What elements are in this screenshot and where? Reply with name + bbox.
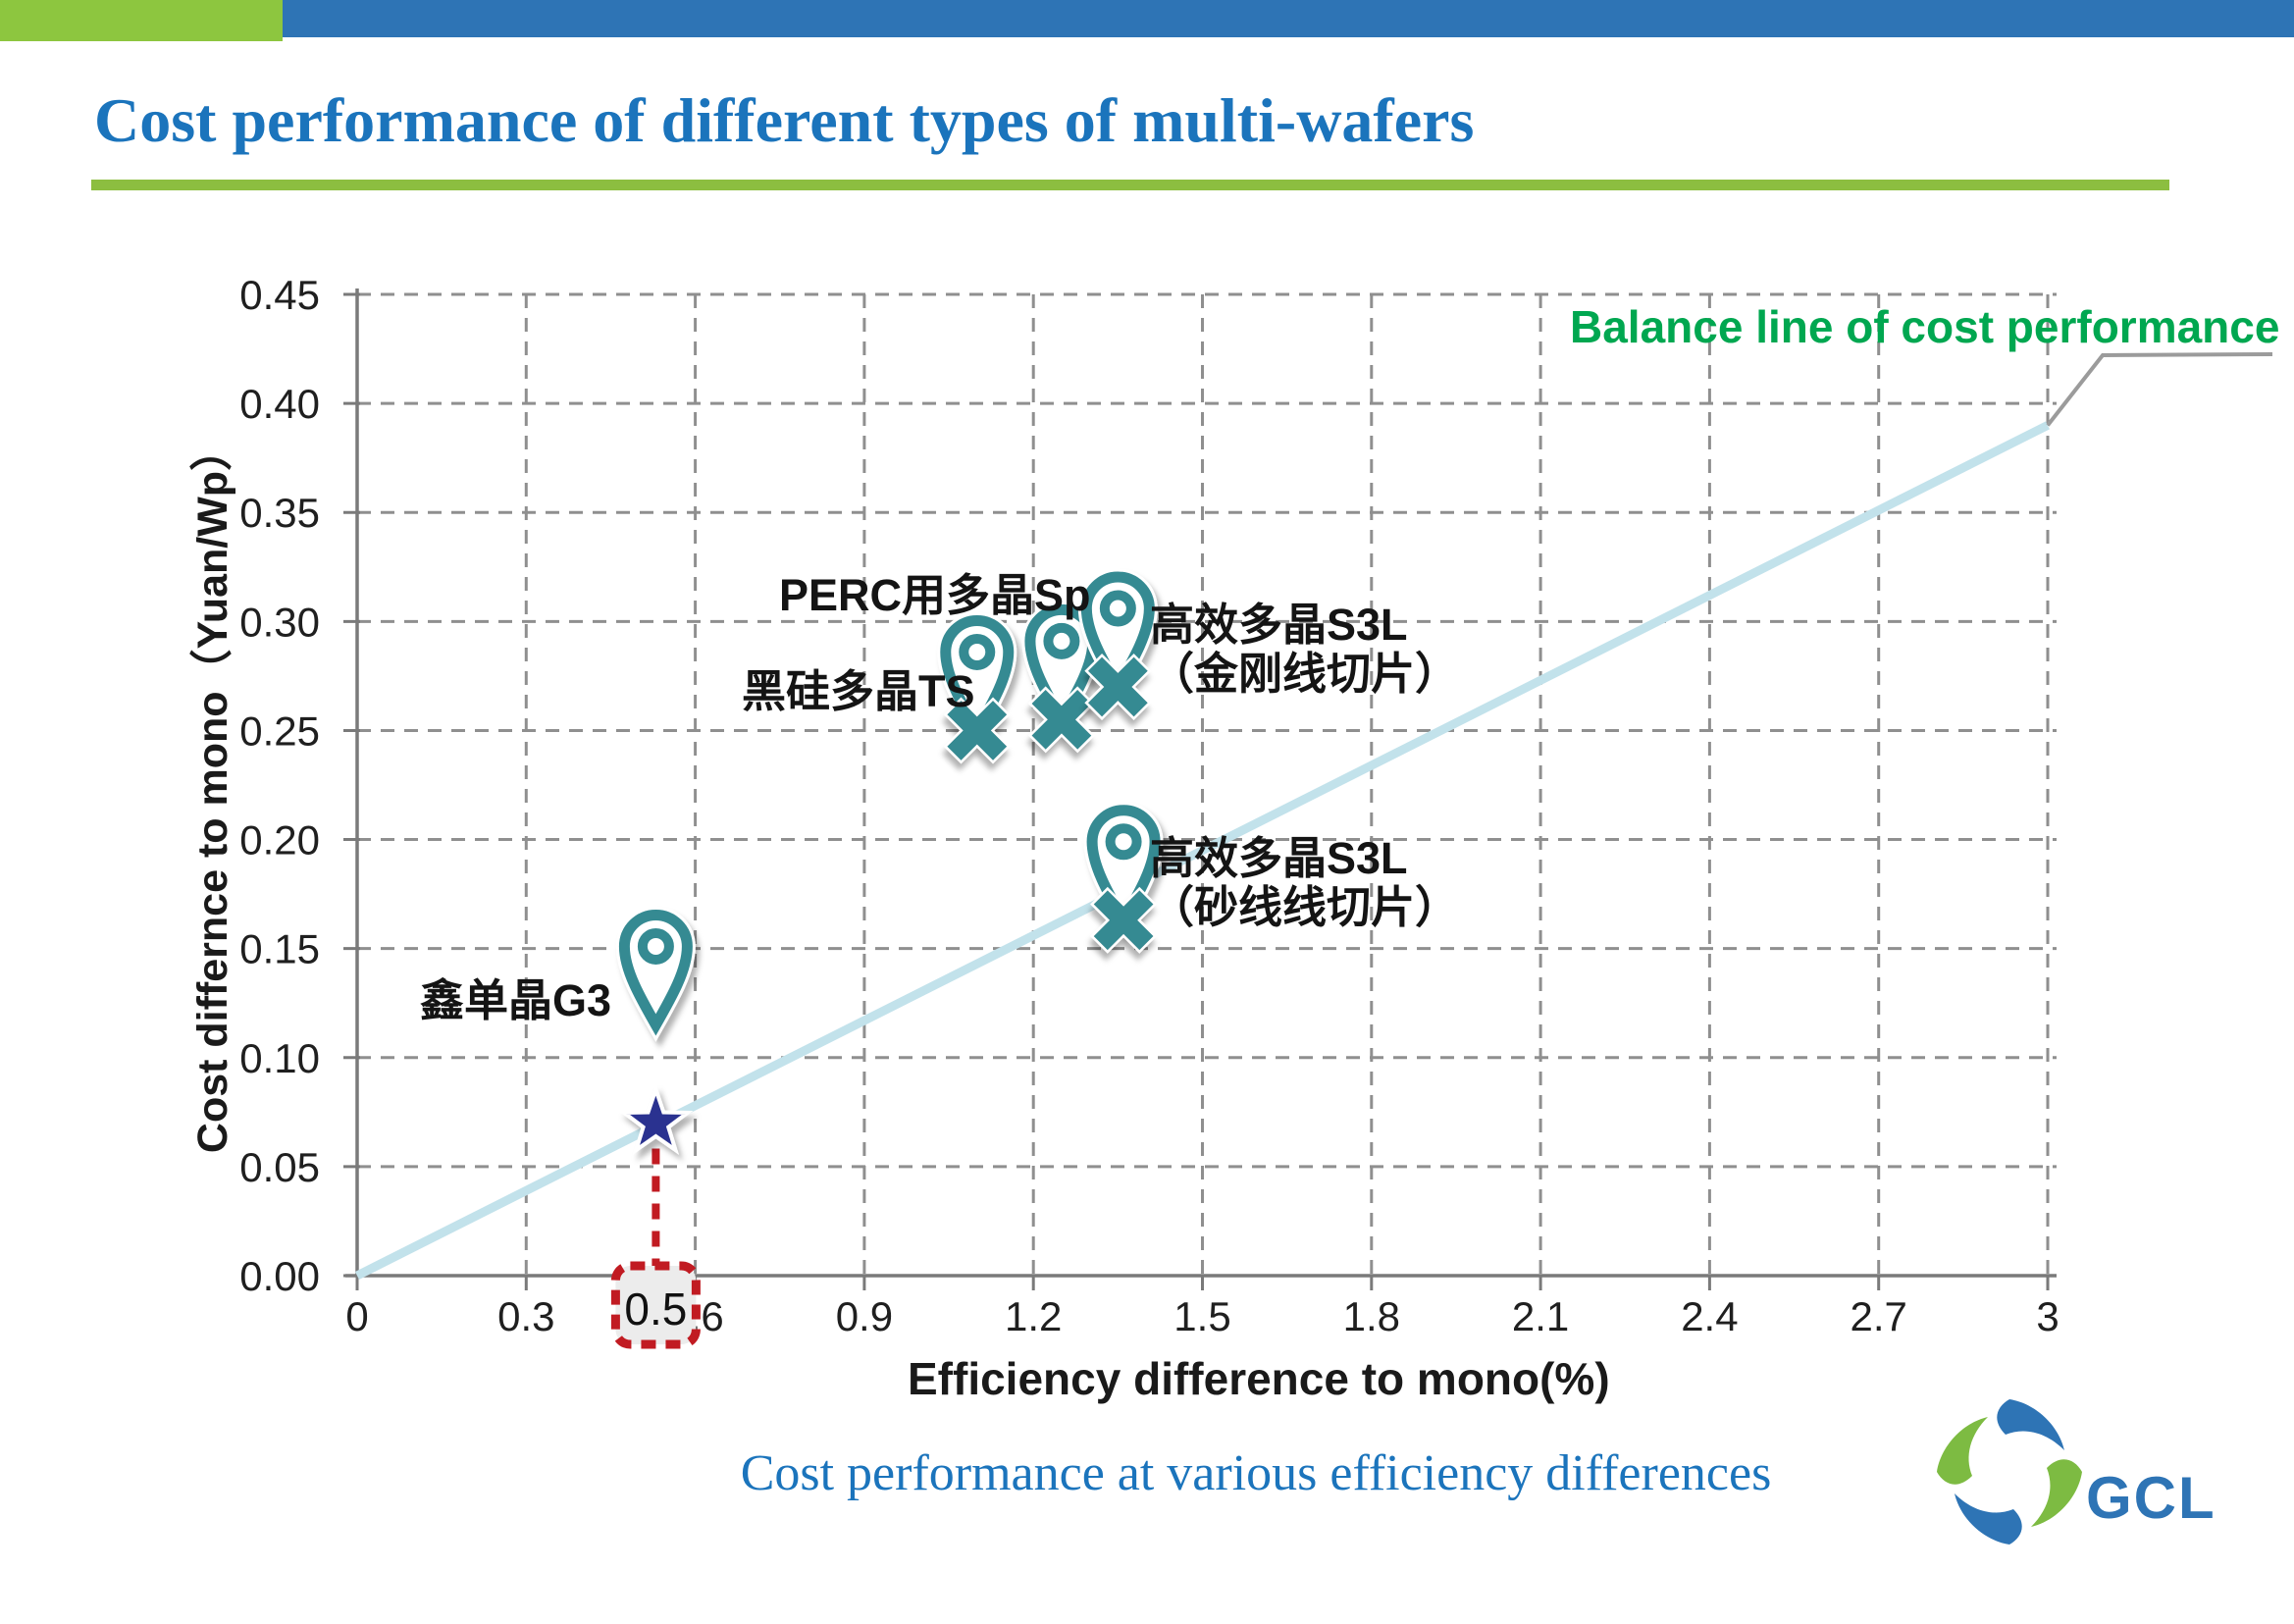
highlight-label: 0.5 bbox=[624, 1283, 687, 1335]
point-label-s3l-sand: 高效多晶S3L （砂线线切片） bbox=[1150, 834, 1459, 932]
map-pin-icon bbox=[1021, 601, 1102, 737]
x-tick-label: 0.9 bbox=[836, 1293, 893, 1339]
balance-line-callout bbox=[2046, 352, 2273, 427]
page-title: Cost performance of different types of m… bbox=[94, 85, 1475, 155]
x-marker-icon bbox=[1090, 886, 1158, 954]
x-tick-label: 3 bbox=[2036, 1293, 2059, 1339]
map-pin-icon bbox=[1077, 568, 1158, 705]
x-tick-label: 2.1 bbox=[1512, 1293, 1569, 1339]
y-tick-label: 0.00 bbox=[239, 1253, 320, 1299]
point-label-s3l-sand-line2: （砂线线切片） bbox=[1150, 882, 1460, 932]
x-tick-label: 0 bbox=[345, 1293, 368, 1339]
star-icon bbox=[618, 1083, 694, 1155]
x-tick-label: 2.4 bbox=[1681, 1293, 1738, 1339]
y-tick-label: 0.25 bbox=[239, 707, 320, 754]
y-tick-label: 0.20 bbox=[239, 817, 320, 864]
balance-line bbox=[354, 421, 2051, 1281]
header-blue-bar bbox=[283, 0, 2294, 37]
chart-caption: Cost performance at various efficiency d… bbox=[740, 1445, 1772, 1501]
x-tick-label: 1.2 bbox=[1005, 1293, 1062, 1339]
y-tick-label: 0.45 bbox=[239, 272, 320, 318]
y-tick-label: 0.30 bbox=[239, 599, 320, 645]
highlight-box bbox=[610, 1261, 701, 1349]
point-label-s3l-diamond-line2: （金刚线切片） bbox=[1150, 649, 1460, 699]
y-tick-label: 0.40 bbox=[239, 381, 320, 427]
map-pin-icon bbox=[937, 611, 1017, 748]
y-tick-label: 0.10 bbox=[239, 1035, 320, 1081]
point-label-s3l-diamond: 高效多晶S3L （金刚线切片） bbox=[1150, 601, 1459, 699]
x-axis-title: Efficiency difference to mono(%) bbox=[908, 1353, 1610, 1404]
y-tick-label: 0.05 bbox=[239, 1144, 320, 1190]
point-label-perc-sp: PERC用多晶Sp bbox=[779, 570, 1091, 620]
map-pin-icon bbox=[615, 906, 696, 1042]
map-pin-icon bbox=[1083, 802, 1164, 937]
x-tick-label: 1.5 bbox=[1173, 1293, 1230, 1339]
balance-line-label: Balance line of cost performance bbox=[1570, 301, 2280, 352]
x-marker-icon bbox=[1084, 654, 1152, 720]
point-label-ts: 黑硅多晶TS bbox=[742, 666, 975, 716]
x-tick-label: 2.7 bbox=[1851, 1293, 1907, 1339]
y-tick-label: 0.15 bbox=[239, 926, 320, 972]
point-label-g3: 鑫单晶G3 bbox=[420, 975, 612, 1025]
gcl-pinwheel-icon bbox=[1937, 1399, 2082, 1545]
x-marker-icon bbox=[943, 697, 1011, 764]
x-tick-label: 0.3 bbox=[497, 1293, 554, 1339]
header-green-accent bbox=[0, 0, 283, 41]
y-axis-title: Cost differnce to mono（Yuan/Wp） bbox=[189, 428, 236, 1154]
title-underline bbox=[91, 180, 2169, 190]
x-tick-label: 1.8 bbox=[1343, 1293, 1400, 1339]
y-tick-label: 0.35 bbox=[239, 490, 320, 536]
point-label-s3l-sand-line1: 高效多晶S3L bbox=[1150, 833, 1408, 883]
x-marker-icon bbox=[1027, 686, 1095, 754]
gcl-logo-text: GCL bbox=[2086, 1465, 2216, 1531]
point-label-s3l-diamond-line1: 高效多晶S3L bbox=[1150, 600, 1408, 650]
